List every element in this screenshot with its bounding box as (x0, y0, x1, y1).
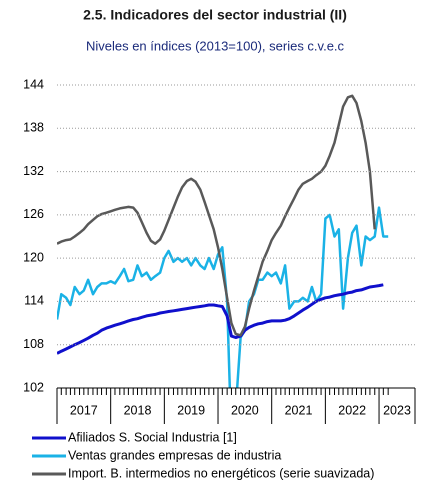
legend-label: Afiliados S. Social Industria [1] (68, 430, 237, 444)
x-category-label: 2018 (124, 403, 152, 417)
y-tick-label: 114 (24, 294, 44, 308)
x-category-label: 2021 (285, 403, 313, 417)
y-tick-label: 138 (23, 121, 44, 135)
x-category-label: 2023 (383, 403, 411, 417)
series-line (57, 283, 384, 355)
chart-subtitle: Niveles en índices (2013=100), series c.… (86, 38, 345, 53)
y-tick-label: 108 (23, 337, 44, 351)
series-line (57, 94, 376, 337)
legend-label: Ventas grandes empresas de industria (68, 448, 281, 462)
series-line (57, 206, 389, 388)
x-category-label: 2020 (231, 403, 259, 417)
y-tick-label: 120 (23, 250, 44, 264)
chart-title: 2.5. Indicadores del sector industrial (… (83, 7, 347, 23)
x-category-label: 2022 (338, 403, 366, 417)
plot-area (57, 94, 389, 388)
x-category-label: 2017 (70, 403, 98, 417)
y-tick-label: 102 (23, 380, 44, 394)
legend-label: Import. B. intermedios no energéticos (s… (68, 466, 374, 480)
y-tick-label: 126 (23, 207, 44, 221)
y-tick-label: 144 (23, 77, 44, 91)
x-category-label: 2019 (177, 403, 205, 417)
y-tick-label: 132 (23, 164, 44, 178)
